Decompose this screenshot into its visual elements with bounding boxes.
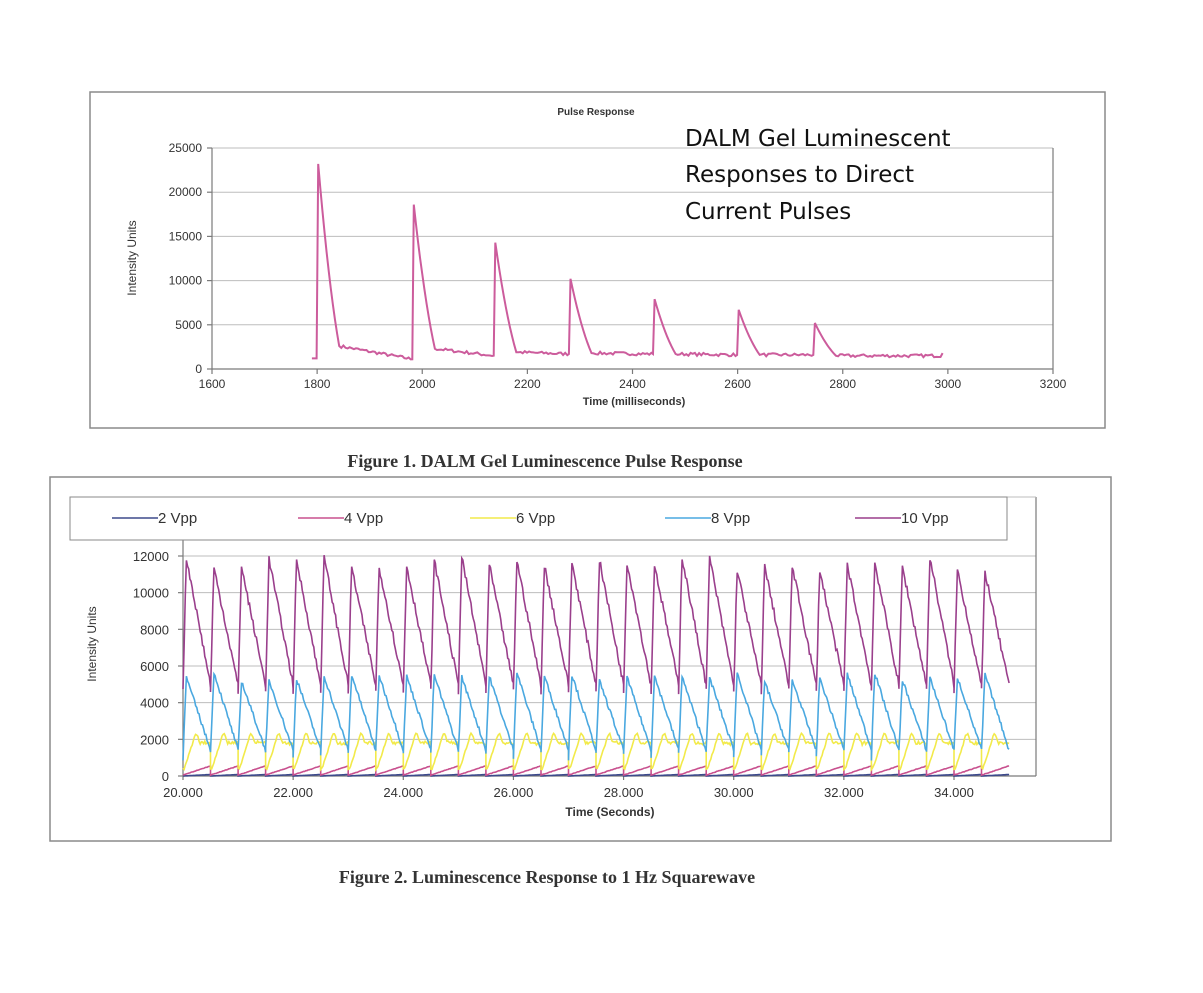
f2-x-tick-label: 24.000 (383, 785, 423, 800)
series-line-8-vpp (182, 671, 1010, 761)
annotation-text: DALM Gel Luminescent Responses to Direct… (685, 126, 951, 225)
series-line-10-vpp (182, 554, 1010, 695)
figure-2-caption: Figure 2. Luminescence Response to 1 Hz … (339, 867, 755, 887)
figure-1: Pulse Response 0 5000 10000 15000 20000 25000… (89, 91, 1106, 429)
f1-x-tick-label: 2400 (619, 377, 646, 391)
f2-y-tick-label: 0 (162, 769, 169, 784)
f1-y-tick-label: 25000 (169, 141, 203, 155)
f2-y-tick-label: 4000 (140, 696, 169, 711)
legend-label: 10 Vpp (901, 510, 949, 527)
f1-x-tick-label: 3200 (1040, 377, 1067, 391)
f1-x-tick-label: 1800 (304, 377, 331, 391)
legend-label: 8 Vpp (711, 510, 750, 527)
figure-1-gridlines (212, 147, 1053, 326)
f1-y-tick-label: 0 (195, 362, 202, 376)
figure-1-x-label: Time (milliseconds) (583, 396, 686, 408)
figure-2-legend: 2 Vpp 4 Vpp 6 Vpp 8 Vpp 10 Vpp (69, 496, 1008, 541)
legend-label: 2 Vpp (158, 510, 197, 527)
f1-y-tick-label: 10000 (169, 274, 203, 288)
figure-2-x-ticks: 20.000 22.000 24.000 26.000 28.000 30.000 32.0… (163, 776, 974, 800)
f1-y-tick-label: 5000 (175, 318, 202, 332)
figure-2-y-label: Intensity Units (85, 606, 99, 681)
f2-x-tick-label: 26.000 (494, 785, 534, 800)
f1-x-tick-label: 3000 (935, 377, 962, 391)
figure-2-x-label: Time (Seconds) (565, 805, 654, 819)
f2-y-tick-label: 10000 (133, 586, 169, 601)
f2-y-tick-label: 12000 (133, 549, 169, 564)
figure-1-caption: Figure 1. DALM Gel Luminescence Pulse Re… (347, 451, 742, 471)
f1-x-tick-label: 2800 (829, 377, 856, 391)
f2-x-tick-label: 20.000 (163, 785, 203, 800)
figure-2-y-ticks: 0 2000 4000 6000 8000 10000 12000 (133, 549, 183, 784)
f1-x-tick-label: 2200 (514, 377, 541, 391)
f2-x-tick-label: 32.000 (824, 785, 864, 800)
annotation-line-1: DALM Gel Luminescent (685, 126, 951, 152)
annotation-line-3: Current Pulses (685, 199, 851, 225)
f1-x-tick-label: 2600 (724, 377, 751, 391)
f2-x-tick-label: 28.000 (604, 785, 644, 800)
f2-x-tick-label: 30.000 (714, 785, 754, 800)
annotation-line-2: Responses to Direct (685, 162, 914, 188)
figure-2-series-lines (182, 554, 1010, 777)
figure-2: 0 2000 4000 6000 8000 10000 12000 20.000 22.000… (49, 476, 1112, 842)
figure-1-y-label: Intensity Units (125, 220, 139, 295)
f1-y-tick-label: 15000 (169, 229, 203, 243)
figure-1-x-ticks: 1600 1800 2000 2200 2400 2600 2800 3000 3200 (199, 369, 1067, 391)
legend-label: 4 Vpp (344, 510, 383, 527)
f1-x-tick-label: 1600 (199, 377, 226, 391)
figure-2-gridlines (183, 555, 1036, 740)
f2-x-tick-label: 22.000 (273, 785, 313, 800)
f2-x-tick-label: 34.000 (934, 785, 974, 800)
pulse-response-series-line (311, 163, 944, 361)
legend-box (69, 496, 1008, 541)
f1-y-tick-label: 20000 (169, 185, 203, 199)
figure-1-y-ticks: 0 5000 10000 15000 20000 25000 (169, 141, 212, 376)
f2-y-tick-label: 8000 (140, 622, 169, 637)
figure-1-chart-title: Pulse Response (557, 107, 635, 118)
f2-y-tick-label: 6000 (140, 659, 169, 674)
f2-y-tick-label: 2000 (140, 732, 169, 747)
legend-label: 6 Vpp (516, 510, 555, 527)
f1-x-tick-label: 2000 (409, 377, 436, 391)
